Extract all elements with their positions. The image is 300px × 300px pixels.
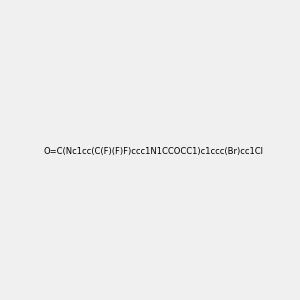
Text: O=C(Nc1cc(C(F)(F)F)ccc1N1CCOCC1)c1ccc(Br)cc1Cl: O=C(Nc1cc(C(F)(F)F)ccc1N1CCOCC1)c1ccc(Br…	[44, 147, 264, 156]
